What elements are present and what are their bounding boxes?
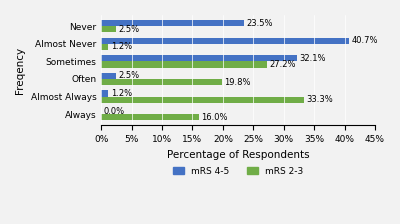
Bar <box>101 55 296 61</box>
Text: 23.5%: 23.5% <box>247 19 273 28</box>
Bar <box>101 26 116 32</box>
Bar <box>101 61 267 67</box>
Bar <box>101 38 349 44</box>
Bar <box>101 90 108 97</box>
Text: 40.7%: 40.7% <box>351 36 378 45</box>
Bar <box>101 73 116 79</box>
Legend: mRS 4-5, mRS 2-3: mRS 4-5, mRS 2-3 <box>169 163 307 179</box>
Bar <box>101 97 304 103</box>
Bar <box>101 79 222 85</box>
Text: 2.5%: 2.5% <box>119 71 140 80</box>
Text: 0.0%: 0.0% <box>104 107 125 116</box>
Bar <box>101 20 244 26</box>
Text: 16.0%: 16.0% <box>201 113 228 122</box>
X-axis label: Percentage of Respondents: Percentage of Respondents <box>167 150 309 159</box>
Text: 33.3%: 33.3% <box>306 95 333 104</box>
Y-axis label: Freqency: Freqency <box>15 47 25 94</box>
Text: 19.8%: 19.8% <box>224 78 250 86</box>
Text: 32.1%: 32.1% <box>299 54 326 63</box>
Bar <box>101 114 198 120</box>
Bar <box>101 44 108 50</box>
Text: 1.2%: 1.2% <box>111 89 132 98</box>
Text: 2.5%: 2.5% <box>119 25 140 34</box>
Text: 1.2%: 1.2% <box>111 42 132 51</box>
Text: 27.2%: 27.2% <box>269 60 296 69</box>
